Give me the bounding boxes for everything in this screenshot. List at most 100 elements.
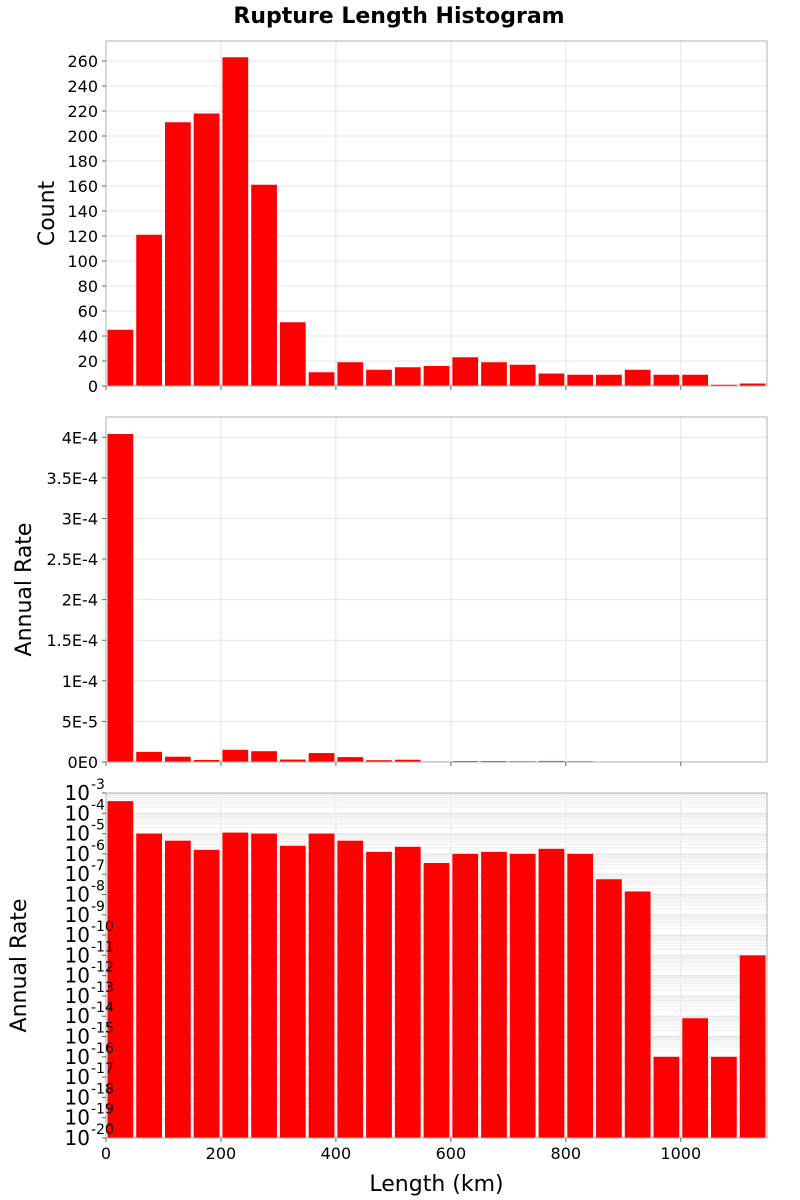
y-tick-mantissa: 10 (65, 1126, 90, 1150)
bar (394, 759, 421, 762)
bar (366, 760, 392, 762)
y-tick-mantissa: 10 (65, 964, 90, 988)
y-tick-label: 1.5E-4 (46, 631, 98, 650)
bar (481, 851, 507, 1138)
y-tick-exponent: -13 (91, 980, 114, 996)
y-tick-label: 2E-4 (62, 591, 98, 610)
x-tick-label: 1000 (660, 1144, 701, 1163)
y-tick-exponent: -14 (91, 1000, 114, 1016)
bar (136, 234, 162, 386)
bar (452, 853, 479, 1138)
count-panel: 0 20 40 60 80 100 120 140 160 180 200 220 240 260 Coun… (35, 40, 768, 396)
bar (222, 749, 249, 762)
y-tick-mantissa: 10 (65, 1025, 90, 1049)
bar (739, 383, 766, 386)
y-tick-exponent: -15 (91, 1021, 114, 1037)
bar (222, 57, 249, 386)
y-tick-exponent: -16 (91, 1041, 114, 1057)
y-tick-label: 100 (67, 252, 98, 271)
y-tick-label: 0E0 (68, 753, 98, 772)
y-tick-mantissa: 10 (65, 1045, 90, 1069)
y-tick-label: 2.5E-4 (46, 550, 98, 569)
bar (567, 853, 594, 1138)
y-tick-label: 60 (78, 302, 98, 321)
y-tick-label: 5E-5 (62, 712, 98, 731)
y-tick-exponent: -19 (91, 1102, 114, 1118)
y-tick-label: 240 (67, 77, 98, 96)
bar (251, 184, 277, 386)
y-tick-mantissa: 10 (65, 781, 90, 805)
y-tick-mantissa: 10 (65, 943, 90, 967)
y-tick-mantissa: 10 (65, 1085, 90, 1109)
bar (538, 373, 565, 386)
y-tick-label: 180 (67, 152, 98, 171)
y-tick-exponent: -5 (91, 818, 105, 834)
bar (251, 833, 277, 1138)
bar (136, 751, 162, 762)
bar (711, 1056, 737, 1138)
y-tick-mantissa: 10 (65, 862, 90, 886)
bar (251, 751, 277, 762)
y-axis-label: Count (35, 180, 60, 246)
bar (394, 367, 421, 386)
y-tick-mantissa: 10 (65, 1065, 90, 1089)
y-tick-exponent: -11 (91, 939, 114, 955)
bar (423, 366, 450, 386)
y-tick-label: 3E-4 (62, 509, 98, 528)
bar (653, 374, 680, 386)
y-tick-label: 200 (67, 127, 98, 146)
bar (337, 840, 364, 1138)
y-tick-mantissa: 10 (65, 1004, 90, 1028)
y-tick-mantissa: 10 (65, 822, 90, 846)
y-tick-exponent: -9 (91, 899, 105, 915)
chart-title: Rupture Length Histogram (233, 4, 564, 29)
y-tick-exponent: -8 (91, 878, 105, 894)
y-tick-exponent: -12 (91, 960, 114, 976)
y-tick-exponent: -17 (91, 1061, 114, 1077)
bar (624, 891, 651, 1138)
bar (308, 753, 335, 762)
bar (107, 801, 134, 1138)
bar (193, 849, 220, 1138)
y-tick-mantissa: 10 (65, 801, 90, 825)
y-tick-label: 3.5E-4 (46, 469, 98, 488)
y-tick-label: 220 (67, 102, 98, 121)
bar (164, 122, 191, 386)
y-tick-mantissa: 10 (65, 903, 90, 927)
bar (739, 955, 766, 1138)
y-tick-label: 120 (67, 227, 98, 246)
bar (538, 848, 565, 1138)
y-tick-label: 260 (67, 52, 98, 71)
y-tick-label: 0 (88, 377, 98, 396)
plot-frame (105, 792, 768, 1139)
bar (222, 832, 249, 1138)
bar (279, 322, 306, 386)
bar (308, 372, 335, 386)
y-tick-mantissa: 10 (65, 923, 90, 947)
y-tick-label: 80 (78, 277, 98, 296)
bar (711, 384, 737, 386)
bar (193, 113, 220, 386)
y-tick-mantissa: 10 (65, 842, 90, 866)
bar (366, 851, 392, 1138)
y-tick-label: 20 (78, 352, 98, 371)
bar (107, 434, 134, 762)
y-tick-exponent: -20 (91, 1122, 114, 1138)
rate-linear-panel: 0E0 5E-5 1E-4 1.5E-4 2E-4 2.5E-4 3E-4 3.5E-4 4E-… (12, 416, 768, 772)
bar (107, 329, 134, 386)
bar (423, 863, 450, 1138)
bar (596, 879, 622, 1138)
bar (682, 1018, 709, 1138)
y-tick-exponent: -7 (91, 858, 105, 874)
bar (279, 759, 306, 762)
bar (624, 369, 651, 386)
bar (136, 833, 162, 1138)
x-tick-label: 400 (321, 1144, 352, 1163)
y-tick-label: 40 (78, 327, 98, 346)
bar (682, 374, 709, 386)
bar (193, 759, 220, 762)
bar (567, 374, 594, 386)
bar (509, 364, 536, 386)
y-tick-exponent: -6 (91, 838, 105, 854)
